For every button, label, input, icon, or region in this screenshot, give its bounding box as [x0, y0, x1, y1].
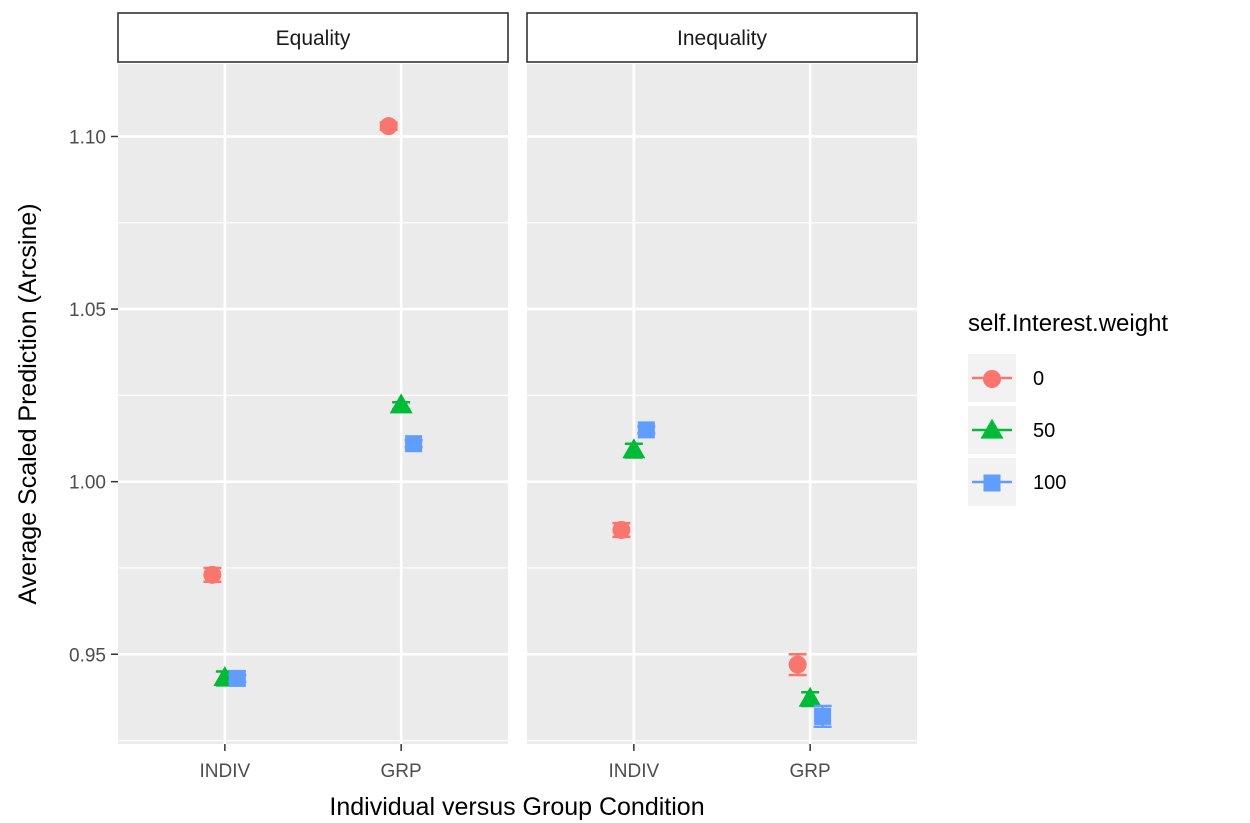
point-inequality-indiv-w100 — [637, 421, 655, 439]
point-inequality-grp-w100 — [814, 707, 832, 725]
y-axis-title: Average Scaled Prediction (Arcsine) — [14, 203, 42, 604]
facet-strip-inequality: Inequality — [526, 12, 918, 63]
point-equality-indiv-w100 — [228, 669, 246, 687]
legend-label-100: 100 — [1033, 472, 1066, 494]
facet-label-equality: Equality — [276, 27, 351, 50]
point-equality-grp-w100 — [405, 435, 423, 453]
legend-title: self.Interest.weight — [968, 310, 1168, 337]
x-tick-label: GRP — [381, 761, 422, 782]
y-tick-label: 1.10 — [69, 127, 106, 148]
point-inequality-indiv-w0 — [612, 520, 631, 539]
legend-keys: 0 50 100 — [968, 354, 1066, 506]
legend-key-triangle-50 — [980, 418, 1004, 439]
y-tick-label: 1.05 — [69, 300, 106, 321]
point-equality-indiv-w0 — [203, 565, 222, 584]
x-tick-label: INDIV — [200, 761, 251, 782]
y-axis: 0.95 1.00 1.05 1.10 — [69, 127, 118, 666]
y-tick-label: 1.00 — [69, 473, 106, 494]
y-tick-label: 0.95 — [69, 645, 106, 666]
facet-label-inequality: Inequality — [677, 27, 767, 50]
facet-strip-equality: Equality — [117, 12, 509, 63]
legend-key-square-100 — [983, 474, 1001, 492]
legend-label-50: 50 — [1033, 420, 1055, 442]
x-axis: INDIV GRP INDIV GRP — [200, 744, 831, 782]
point-inequality-indiv-w50 — [622, 438, 646, 459]
point-equality-grp-w50 — [389, 393, 413, 414]
point-equality-grp-w0 — [379, 117, 398, 136]
x-tick-label: GRP — [790, 761, 831, 782]
legend: self.Interest.weight 0 50 100 — [968, 310, 1168, 506]
panel-inequality — [527, 64, 917, 744]
legend-key-circle-0 — [983, 370, 1001, 388]
x-tick-label: INDIV — [609, 761, 660, 782]
data-marks — [203, 117, 832, 728]
legend-label-0: 0 — [1033, 368, 1044, 390]
point-inequality-grp-w50 — [798, 686, 822, 707]
point-inequality-grp-w0 — [788, 655, 807, 674]
x-axis-title: Individual versus Group Condition — [329, 793, 704, 821]
panel-equality — [118, 64, 508, 744]
